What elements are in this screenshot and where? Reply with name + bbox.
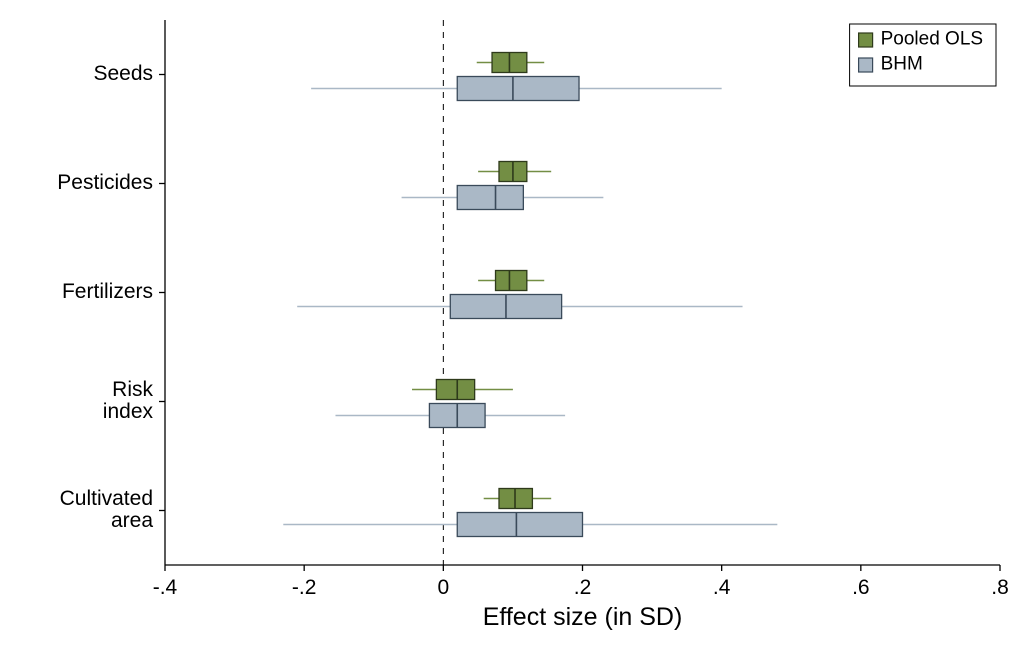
x-tick-label: .8 bbox=[991, 576, 1009, 599]
y-tick-label: Cultivated bbox=[60, 487, 153, 510]
y-tick-label: Fertilizers bbox=[62, 280, 153, 303]
x-tick-label: 0 bbox=[437, 576, 449, 599]
x-tick-label: .4 bbox=[713, 576, 731, 599]
legend-label: Pooled OLS bbox=[881, 28, 983, 49]
y-tick-label: Seeds bbox=[93, 62, 153, 85]
legend-label: BHM bbox=[881, 53, 923, 74]
x-tick-label: .6 bbox=[852, 576, 870, 599]
x-tick-label: -.4 bbox=[153, 576, 178, 599]
legend-swatch bbox=[859, 58, 873, 72]
y-tick-label: index bbox=[103, 400, 154, 423]
x-tick-label: .2 bbox=[574, 576, 592, 599]
x-axis-label: Effect size (in SD) bbox=[483, 603, 683, 631]
x-tick-label: -.2 bbox=[292, 576, 317, 599]
y-tick-label: Pesticides bbox=[57, 171, 153, 194]
y-tick-label: area bbox=[111, 509, 153, 532]
y-tick-label: Risk bbox=[112, 378, 153, 401]
legend-swatch bbox=[859, 33, 873, 47]
boxplot-chart: Seeds Pesticides Fertilizers Riskindex Culti… bbox=[0, 0, 1024, 652]
